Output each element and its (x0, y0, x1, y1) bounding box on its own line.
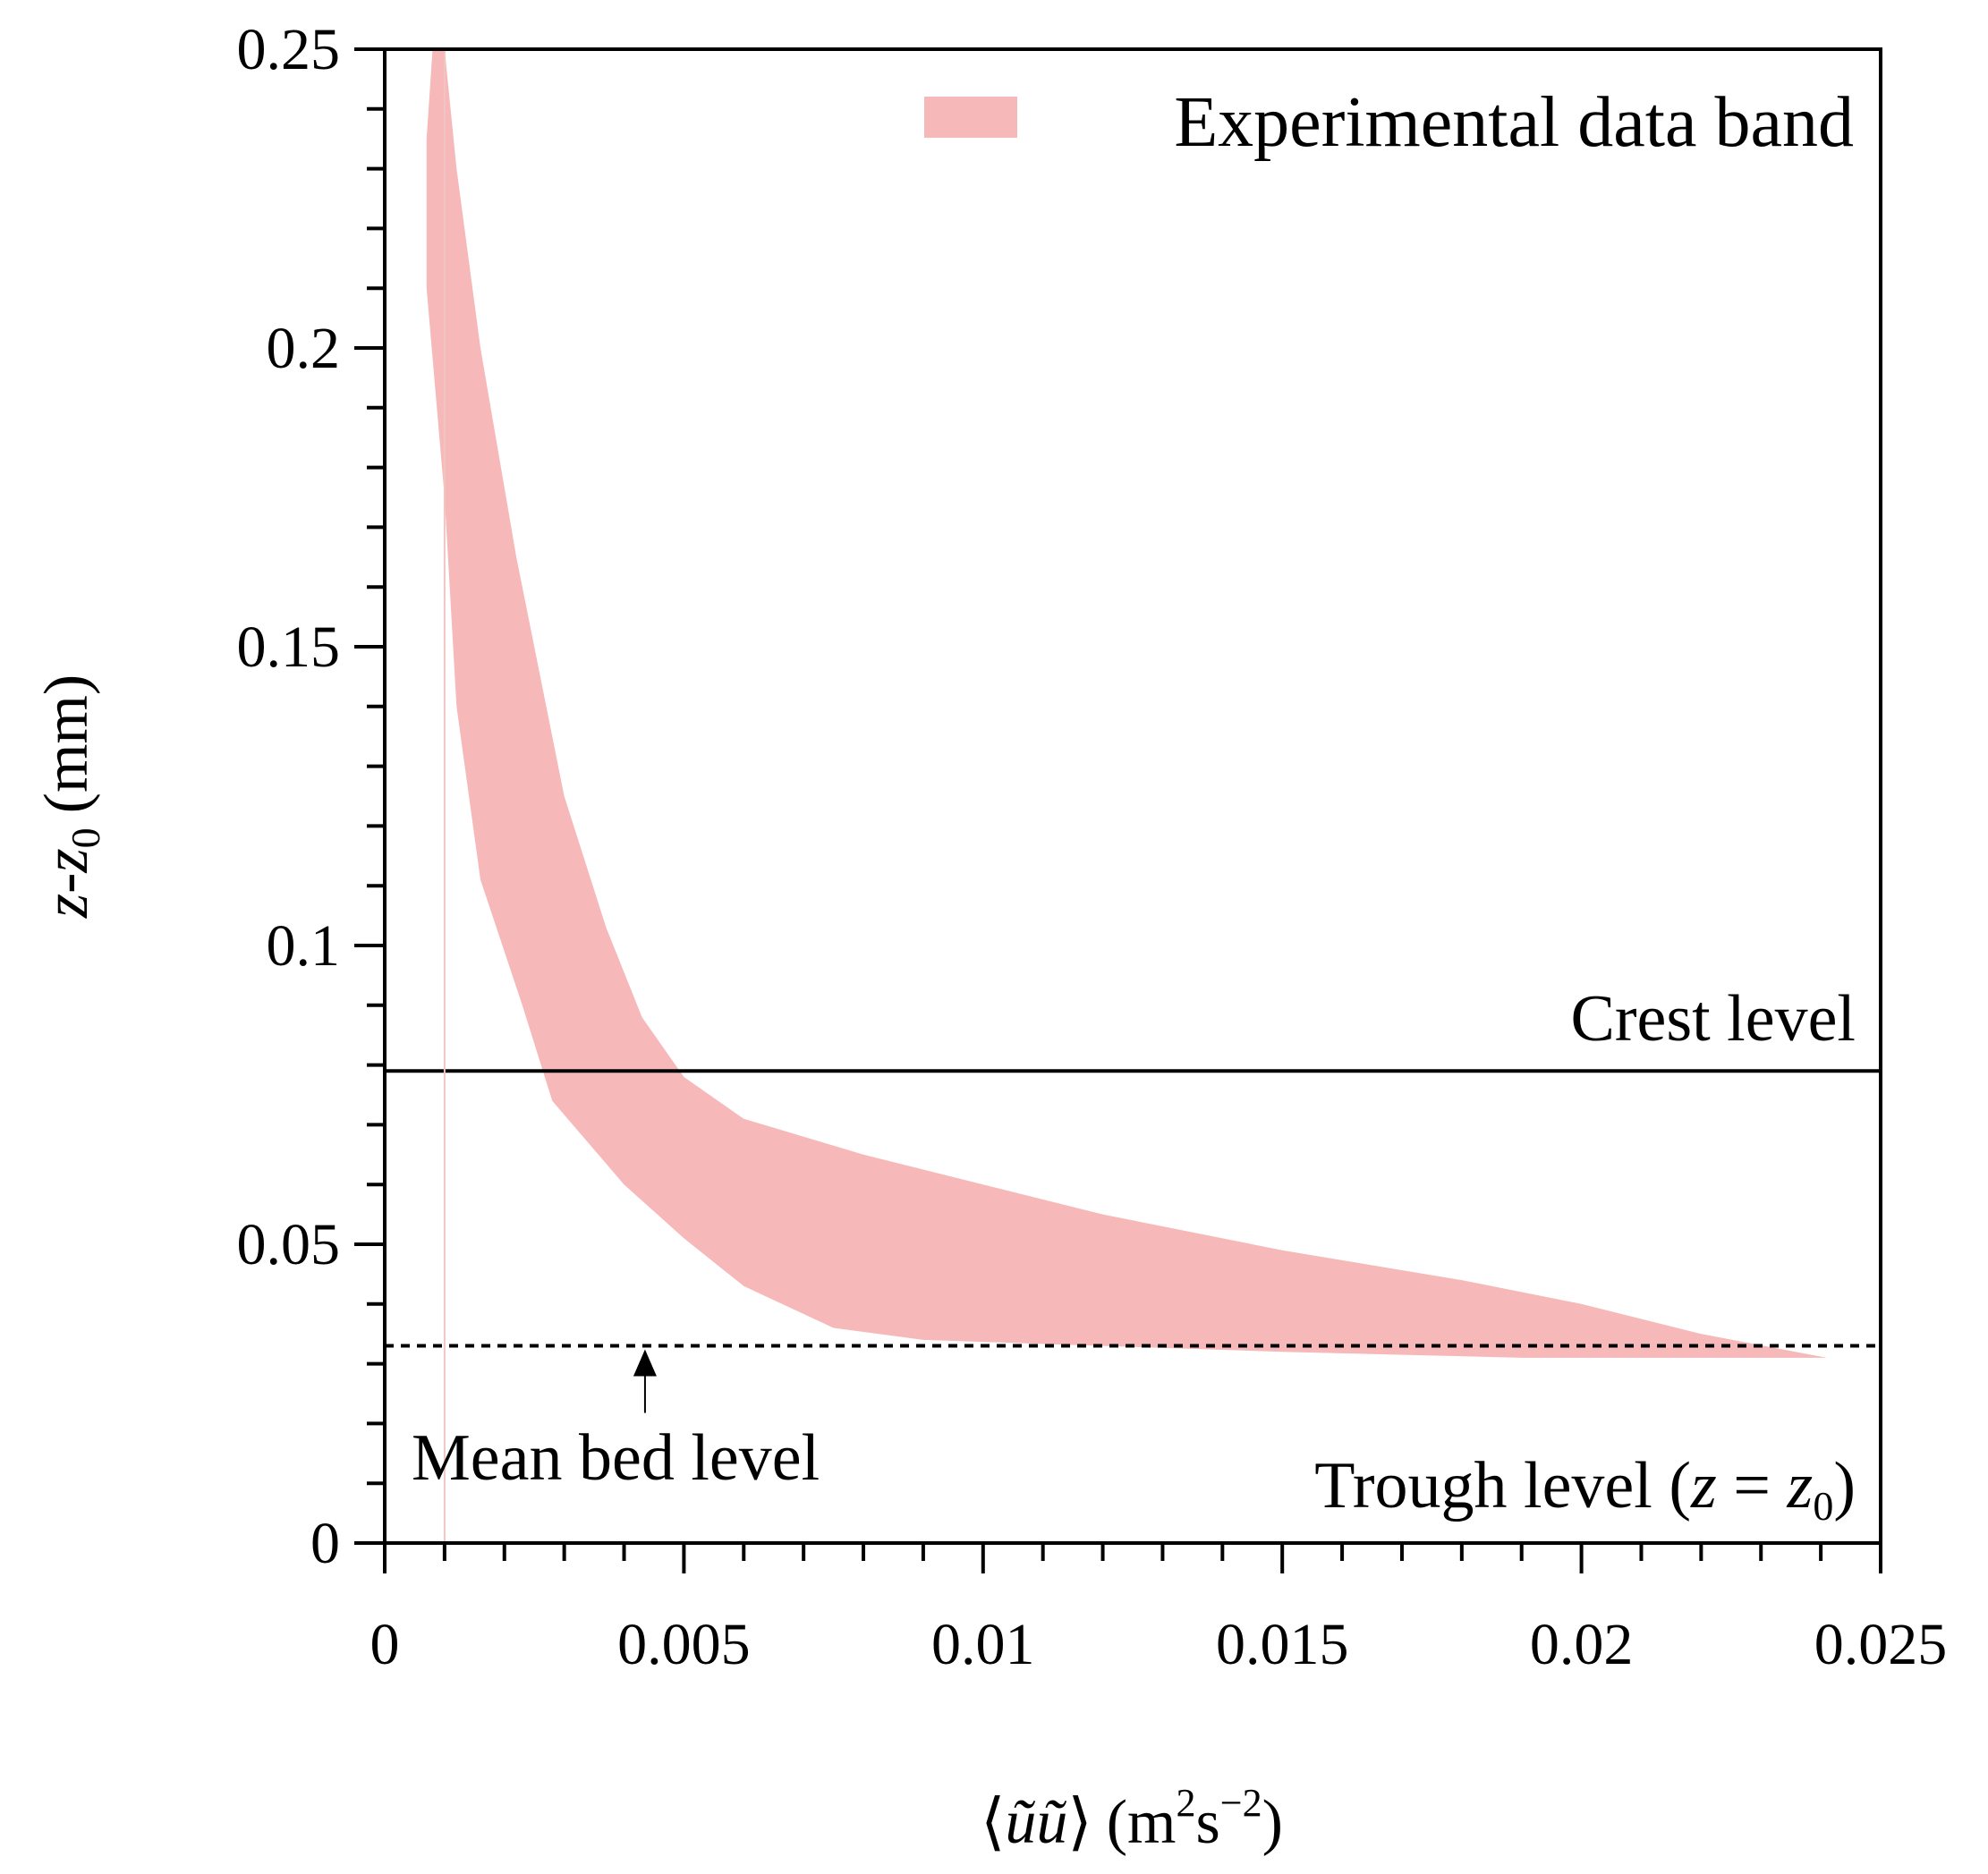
legend-label: Experimental data band (1174, 83, 1854, 162)
y-title-z0: z (32, 848, 101, 873)
x-title-close-paren: ) (1262, 1788, 1283, 1857)
y-title-dash: - (32, 873, 101, 894)
y-title-unit: (mm) (32, 674, 101, 814)
legend-swatch (924, 97, 1017, 138)
trough-suffix: ) (1833, 1449, 1856, 1522)
x-axis-title: ⟨ũũ⟩ (m2s−2) (981, 1781, 1283, 1857)
trough-eq: = (1717, 1449, 1788, 1522)
y-axis-title: z-z0(mm) (32, 674, 108, 919)
x-tick-label: 0 (370, 1612, 400, 1677)
data-band-series-0 (426, 49, 1827, 1358)
x-title-sup1: 2 (1177, 1781, 1196, 1825)
x-title-u1: ũ (1005, 1788, 1036, 1857)
x-title-u2: ũ (1036, 1788, 1067, 1857)
data-band-layer (426, 49, 1827, 1358)
trough-sub: 0 (1813, 1483, 1833, 1529)
x-tick-label: 0.005 (617, 1612, 751, 1677)
trough-z: z (1690, 1449, 1717, 1522)
y-tick-label: 0.25 (237, 17, 341, 82)
tick-labels-layer: 0 0.05 0.1 0.15 0.2 0.25 0 0.005 0.01 0.015 0.02 0.… (237, 17, 1948, 1677)
y-title-sub: 0 (63, 827, 108, 848)
plot-frame (383, 47, 1882, 1545)
svg-text:z-z0(mm): z-z0(mm) (32, 674, 108, 919)
x-tick-label: 0.01 (931, 1612, 1035, 1677)
y-tick-label: 0.2 (267, 316, 341, 381)
x-tick-label: 0.02 (1530, 1612, 1634, 1677)
x-title-open: ⟨ (981, 1788, 1005, 1857)
legend: Experimental data band (924, 83, 1854, 162)
x-title-close: ⟩ (1067, 1788, 1092, 1857)
reference-lines-layer (385, 49, 1881, 1543)
y-tick-label: 0.15 (237, 615, 341, 680)
trough-level-label: Trough level (z = z0) (1314, 1449, 1856, 1529)
y-tick-label: 0.05 (237, 1212, 341, 1277)
y-tick-label: 0.1 (267, 913, 341, 979)
y-title-z: z (32, 894, 101, 919)
trough-prefix: Trough level ( (1314, 1449, 1691, 1522)
x-title-sup2: −2 (1220, 1781, 1262, 1825)
x-title-open-paren: ( (1107, 1788, 1127, 1857)
x-tick-label: 0.015 (1216, 1612, 1349, 1677)
x-title-m: m (1127, 1788, 1176, 1857)
trough-z0: z (1787, 1449, 1814, 1522)
y-tick-label: 0 (310, 1511, 340, 1576)
mean-bed-arrow-head (633, 1349, 657, 1377)
x-title-s: s (1196, 1788, 1220, 1857)
mean-bed-arrow-icon (633, 1349, 657, 1413)
mean-bed-level-label: Mean bed level (412, 1421, 820, 1495)
ticks-layer (354, 47, 1882, 1573)
x-tick-label: 0.025 (1814, 1612, 1948, 1677)
crest-level-label: Crest level (1570, 982, 1856, 1056)
